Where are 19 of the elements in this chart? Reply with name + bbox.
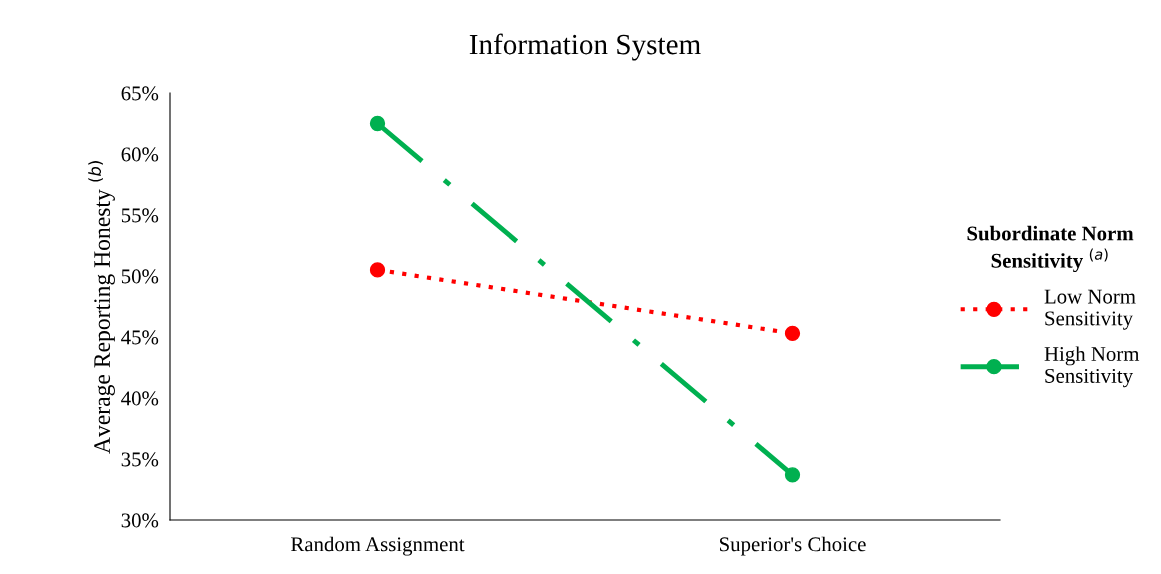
y-tick-label: 65% (121, 86, 159, 101)
point (784, 467, 801, 483)
x-tick-label: Superior's Choice (719, 536, 866, 556)
y-tick-label: 35% (121, 452, 159, 467)
legend-label: High Norm Sensitivity (1044, 346, 1140, 388)
point (784, 325, 801, 341)
legend-label: Low Norm Sensitivity (1044, 289, 1136, 330)
point (369, 262, 386, 278)
chart-title: Information System (469, 33, 701, 61)
x-tick-label: Random Assignment (291, 536, 465, 556)
y-axis-title: Average Reporting Honesty $^{(b)}$ (88, 161, 115, 454)
y-tick-label: 55% (121, 208, 159, 223)
y-tick-label: 30% (121, 513, 159, 528)
point (369, 115, 386, 132)
y-tick-label: 40% (121, 391, 159, 406)
y-tick-label: 50% (121, 269, 159, 284)
y-tick-label: 45% (121, 330, 159, 345)
y-tick-label: 60% (121, 147, 159, 162)
legend-title: Subordinate Norm Sensitivity $^{(a)}$ (967, 225, 1134, 273)
